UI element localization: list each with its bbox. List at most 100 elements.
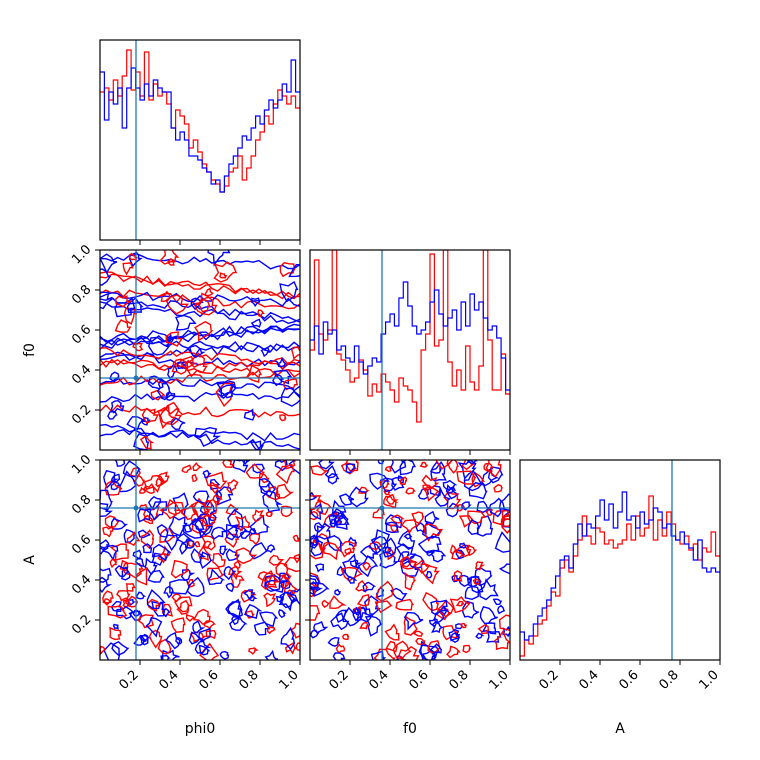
contour-blob	[249, 527, 256, 535]
contour-band	[100, 271, 300, 300]
histogram-f0-blue	[310, 281, 510, 391]
contour-blob	[401, 556, 417, 568]
contour-blob	[413, 630, 424, 637]
contour-blob	[336, 565, 347, 577]
contour-blob	[165, 331, 183, 347]
contour-blob	[459, 622, 468, 629]
contour-blob	[368, 541, 383, 551]
contour-band	[100, 291, 300, 308]
contour-blob	[176, 599, 190, 615]
contour-blob	[329, 595, 347, 610]
contour-blob	[162, 607, 170, 618]
contour-band	[100, 390, 300, 403]
contour-blob	[456, 470, 477, 485]
contour-blob	[420, 563, 440, 585]
contour-blob	[419, 461, 429, 468]
contour-blob	[208, 481, 219, 495]
contour-blob	[102, 525, 114, 538]
histogram-A-blue	[520, 491, 720, 641]
contour-blob	[404, 571, 417, 591]
contour-blob	[168, 515, 188, 537]
contour-blob	[100, 576, 113, 594]
contour-blob	[129, 467, 142, 477]
contour-blob	[192, 608, 211, 626]
contour-blob	[114, 295, 133, 308]
contour-blob	[141, 407, 159, 425]
contour-blob	[258, 611, 279, 628]
contour-blob	[107, 410, 118, 420]
contour-blob	[233, 560, 242, 570]
contour-blob	[223, 565, 237, 581]
contour-blob	[126, 531, 141, 547]
contour-blob	[417, 535, 442, 554]
contour-blob	[477, 624, 490, 635]
x-axis-label-phi0: phi0	[185, 721, 216, 737]
contour-blob	[263, 592, 277, 608]
y-tick-label: 0.2	[69, 402, 94, 427]
contour-blob	[225, 601, 242, 618]
contour-blob	[110, 600, 122, 613]
contour-blob	[180, 568, 196, 581]
contour-blob	[357, 554, 379, 578]
contour-blob	[160, 290, 171, 303]
contour-blob	[183, 524, 192, 533]
contour-blob	[342, 633, 350, 641]
contour-blob	[156, 378, 171, 398]
contour-blob	[411, 511, 425, 525]
contour-blob	[100, 645, 107, 655]
contour-blob	[226, 478, 239, 494]
contour-blob	[273, 370, 293, 385]
contour-blob	[253, 621, 271, 636]
contour-blob	[447, 460, 459, 474]
y-tick-label: 0.4	[69, 362, 94, 387]
contour-blob	[137, 507, 152, 523]
contour-blob	[161, 649, 180, 660]
contour-blob	[171, 593, 182, 603]
contour-blob	[374, 600, 393, 614]
contour-blob	[151, 543, 172, 562]
contour-blob	[114, 319, 132, 333]
contour-blob	[359, 544, 379, 559]
contour-blob	[276, 356, 288, 368]
contour-blob	[156, 524, 169, 538]
contour-blob	[266, 511, 273, 517]
contour-blob	[200, 535, 216, 551]
contour-blob	[457, 460, 477, 480]
contour-blob	[250, 297, 261, 308]
contour-blob	[501, 514, 510, 527]
y-tick-label: 0.8	[69, 492, 94, 517]
contour-blob	[466, 460, 478, 465]
contour-blob	[241, 460, 251, 465]
contour-blob	[428, 617, 438, 627]
contour-blob	[445, 484, 457, 495]
contour-blob	[164, 534, 179, 552]
x-tick-label: 0.6	[407, 668, 432, 693]
contour-blob	[448, 628, 460, 642]
contour-blob	[383, 489, 391, 496]
contour-blob	[201, 514, 216, 527]
contour-blob	[283, 556, 300, 573]
contour-blob	[128, 252, 138, 261]
contour-blob	[462, 644, 472, 654]
panel-phi0-vs-phi0	[99, 39, 301, 245]
contour-blob	[119, 559, 129, 572]
contour-blob	[188, 344, 206, 359]
contour-blob	[185, 539, 196, 549]
contour-blob	[257, 309, 265, 318]
contour-blob	[327, 636, 340, 647]
contour-blob	[126, 583, 136, 592]
contour-band	[100, 423, 300, 450]
contour-blob	[264, 649, 279, 660]
contour-blob	[126, 416, 149, 431]
contour-blob	[310, 605, 321, 621]
contour-blob	[399, 460, 417, 476]
y-tick-label: 1.0	[69, 452, 94, 477]
contour-blob	[109, 558, 118, 569]
contour-blob	[212, 493, 223, 505]
contour-blob	[463, 469, 484, 492]
contour-blob	[146, 589, 166, 610]
contour-blob	[310, 465, 329, 476]
contour-blob	[119, 470, 137, 493]
panel-f0-vs-f0	[309, 249, 511, 455]
contour-blob	[405, 487, 416, 495]
